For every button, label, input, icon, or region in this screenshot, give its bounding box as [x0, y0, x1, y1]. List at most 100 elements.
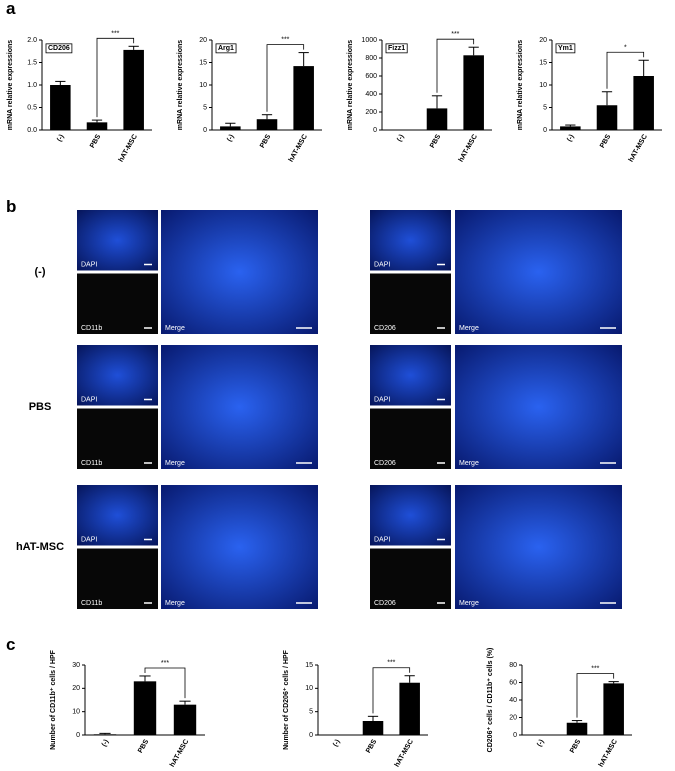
significance: ***: [281, 37, 289, 44]
y-tick-label: 1000: [361, 37, 377, 44]
merge-image: [161, 485, 318, 609]
image-label: Merge: [165, 325, 185, 332]
x-tick-label: (-): [226, 133, 236, 143]
y-tick-label: 10: [305, 685, 313, 692]
x-tick-label: PBS: [365, 738, 378, 754]
y-tick-label: 30: [72, 662, 80, 669]
y-tick-label: 200: [365, 109, 377, 116]
image-label: DAPI: [374, 397, 390, 404]
x-tick-label: (-): [566, 133, 576, 143]
x-tick-label: PBS: [89, 133, 102, 149]
x-tick-label: hAT-MSC: [458, 133, 479, 163]
x-tick-label: PBS: [569, 738, 582, 754]
chart-label: Arg1: [218, 45, 234, 52]
y-tick-label: 10: [539, 82, 547, 89]
x-tick-label: PBS: [137, 738, 150, 754]
significance: ***: [387, 660, 395, 667]
image-label: DAPI: [81, 262, 97, 269]
image-label: DAPI: [374, 537, 390, 544]
significance-bracket: [266, 44, 305, 112]
stain-image: [77, 408, 158, 469]
image-label: CD206: [374, 600, 396, 607]
y-axis-label: mRNA relative expressions: [347, 40, 354, 130]
image-label: DAPI: [81, 537, 97, 544]
x-tick-label: PBS: [259, 133, 272, 149]
chart-label-box: [215, 43, 237, 54]
bar: [220, 126, 241, 130]
stain-image: [77, 548, 158, 609]
stain-image: [370, 273, 451, 334]
y-tick-label: 1.0: [27, 82, 37, 89]
y-axis-label: Number of CD11b⁺ cells / HPF: [50, 649, 57, 749]
significance-bracket: [436, 38, 475, 93]
bar: [50, 85, 71, 130]
chart-label-box: [45, 43, 73, 54]
image-label: Merge: [459, 325, 479, 332]
significance: ***: [111, 30, 119, 37]
x-tick-label: hAT-MSC: [598, 738, 619, 768]
x-tick-label: hAT-MSC: [118, 133, 139, 163]
chart-label: Fizz1: [388, 45, 405, 52]
row-label: (-): [35, 266, 46, 278]
y-tick-label: 0: [76, 732, 80, 739]
bar: [173, 704, 197, 735]
stain-image: [370, 548, 451, 609]
dapi-image: [77, 485, 158, 546]
bar: [256, 119, 278, 130]
chart-label-box: [385, 43, 408, 54]
y-tick-label: 0: [309, 732, 313, 739]
bar: [399, 682, 420, 735]
y-tick-label: 0: [543, 127, 547, 134]
stain-image: [370, 408, 451, 469]
x-tick-label: hAT-MSC: [394, 738, 415, 768]
y-axis-label: mRNA relative expressions: [7, 40, 14, 130]
significance-bracket: [606, 51, 645, 89]
panel-label: a: [6, 0, 16, 18]
bar: [123, 49, 144, 130]
dapi-image: [370, 210, 451, 271]
y-tick-label: 0: [203, 127, 207, 134]
y-tick-label: 1.5: [27, 59, 37, 66]
x-tick-label: (-): [101, 738, 111, 748]
bar: [603, 683, 624, 735]
image-label: Merge: [459, 600, 479, 607]
x-tick-label: (-): [396, 133, 406, 143]
significance: ***: [451, 31, 459, 38]
y-tick-label: 2.0: [27, 37, 37, 44]
image-label: CD11b: [81, 325, 102, 332]
image-label: DAPI: [81, 397, 97, 404]
y-tick-label: 15: [199, 59, 207, 66]
merge-image: [455, 485, 622, 609]
significance: *: [624, 44, 627, 51]
y-tick-label: 20: [539, 37, 547, 44]
image-label: CD11b: [81, 460, 102, 467]
significance-bracket: [576, 673, 615, 718]
chart-label-box: [555, 43, 576, 54]
significance-bracket: [372, 667, 411, 714]
y-tick-label: 20: [509, 714, 517, 721]
y-tick-label: 80: [509, 662, 517, 669]
image-label: Merge: [459, 460, 479, 467]
stain-image: [77, 273, 158, 334]
y-axis-label: mRNA relative expressions: [177, 40, 184, 130]
y-tick-label: 0.0: [27, 127, 37, 134]
bar: [596, 105, 618, 130]
micrographs: DAPI CD11b Merge DAPI CD206 Merge DAPI CD11b Mer…: [77, 210, 622, 609]
image-label: DAPI: [374, 262, 390, 269]
merge-image: [455, 210, 622, 334]
significance: ***: [591, 666, 599, 673]
panel-label: b: [6, 197, 16, 216]
x-tick-label: hAT-MSC: [169, 738, 190, 768]
bar: [426, 108, 448, 130]
image-label: CD206: [374, 325, 396, 332]
x-tick-label: hAT-MSC: [288, 133, 309, 163]
y-axis-label: CD206⁺ cells / CD11b⁺ cells (%): [487, 648, 494, 753]
y-axis-label: Number of CD206⁺ cells / HPF: [283, 649, 290, 750]
dapi-image: [370, 345, 451, 406]
dapi-image: [370, 485, 451, 546]
y-tick-label: 800: [365, 55, 377, 62]
y-tick-label: 20: [72, 685, 80, 692]
y-tick-label: 0: [373, 127, 377, 134]
x-tick-label: PBS: [599, 133, 612, 149]
y-tick-label: 5: [203, 104, 207, 111]
